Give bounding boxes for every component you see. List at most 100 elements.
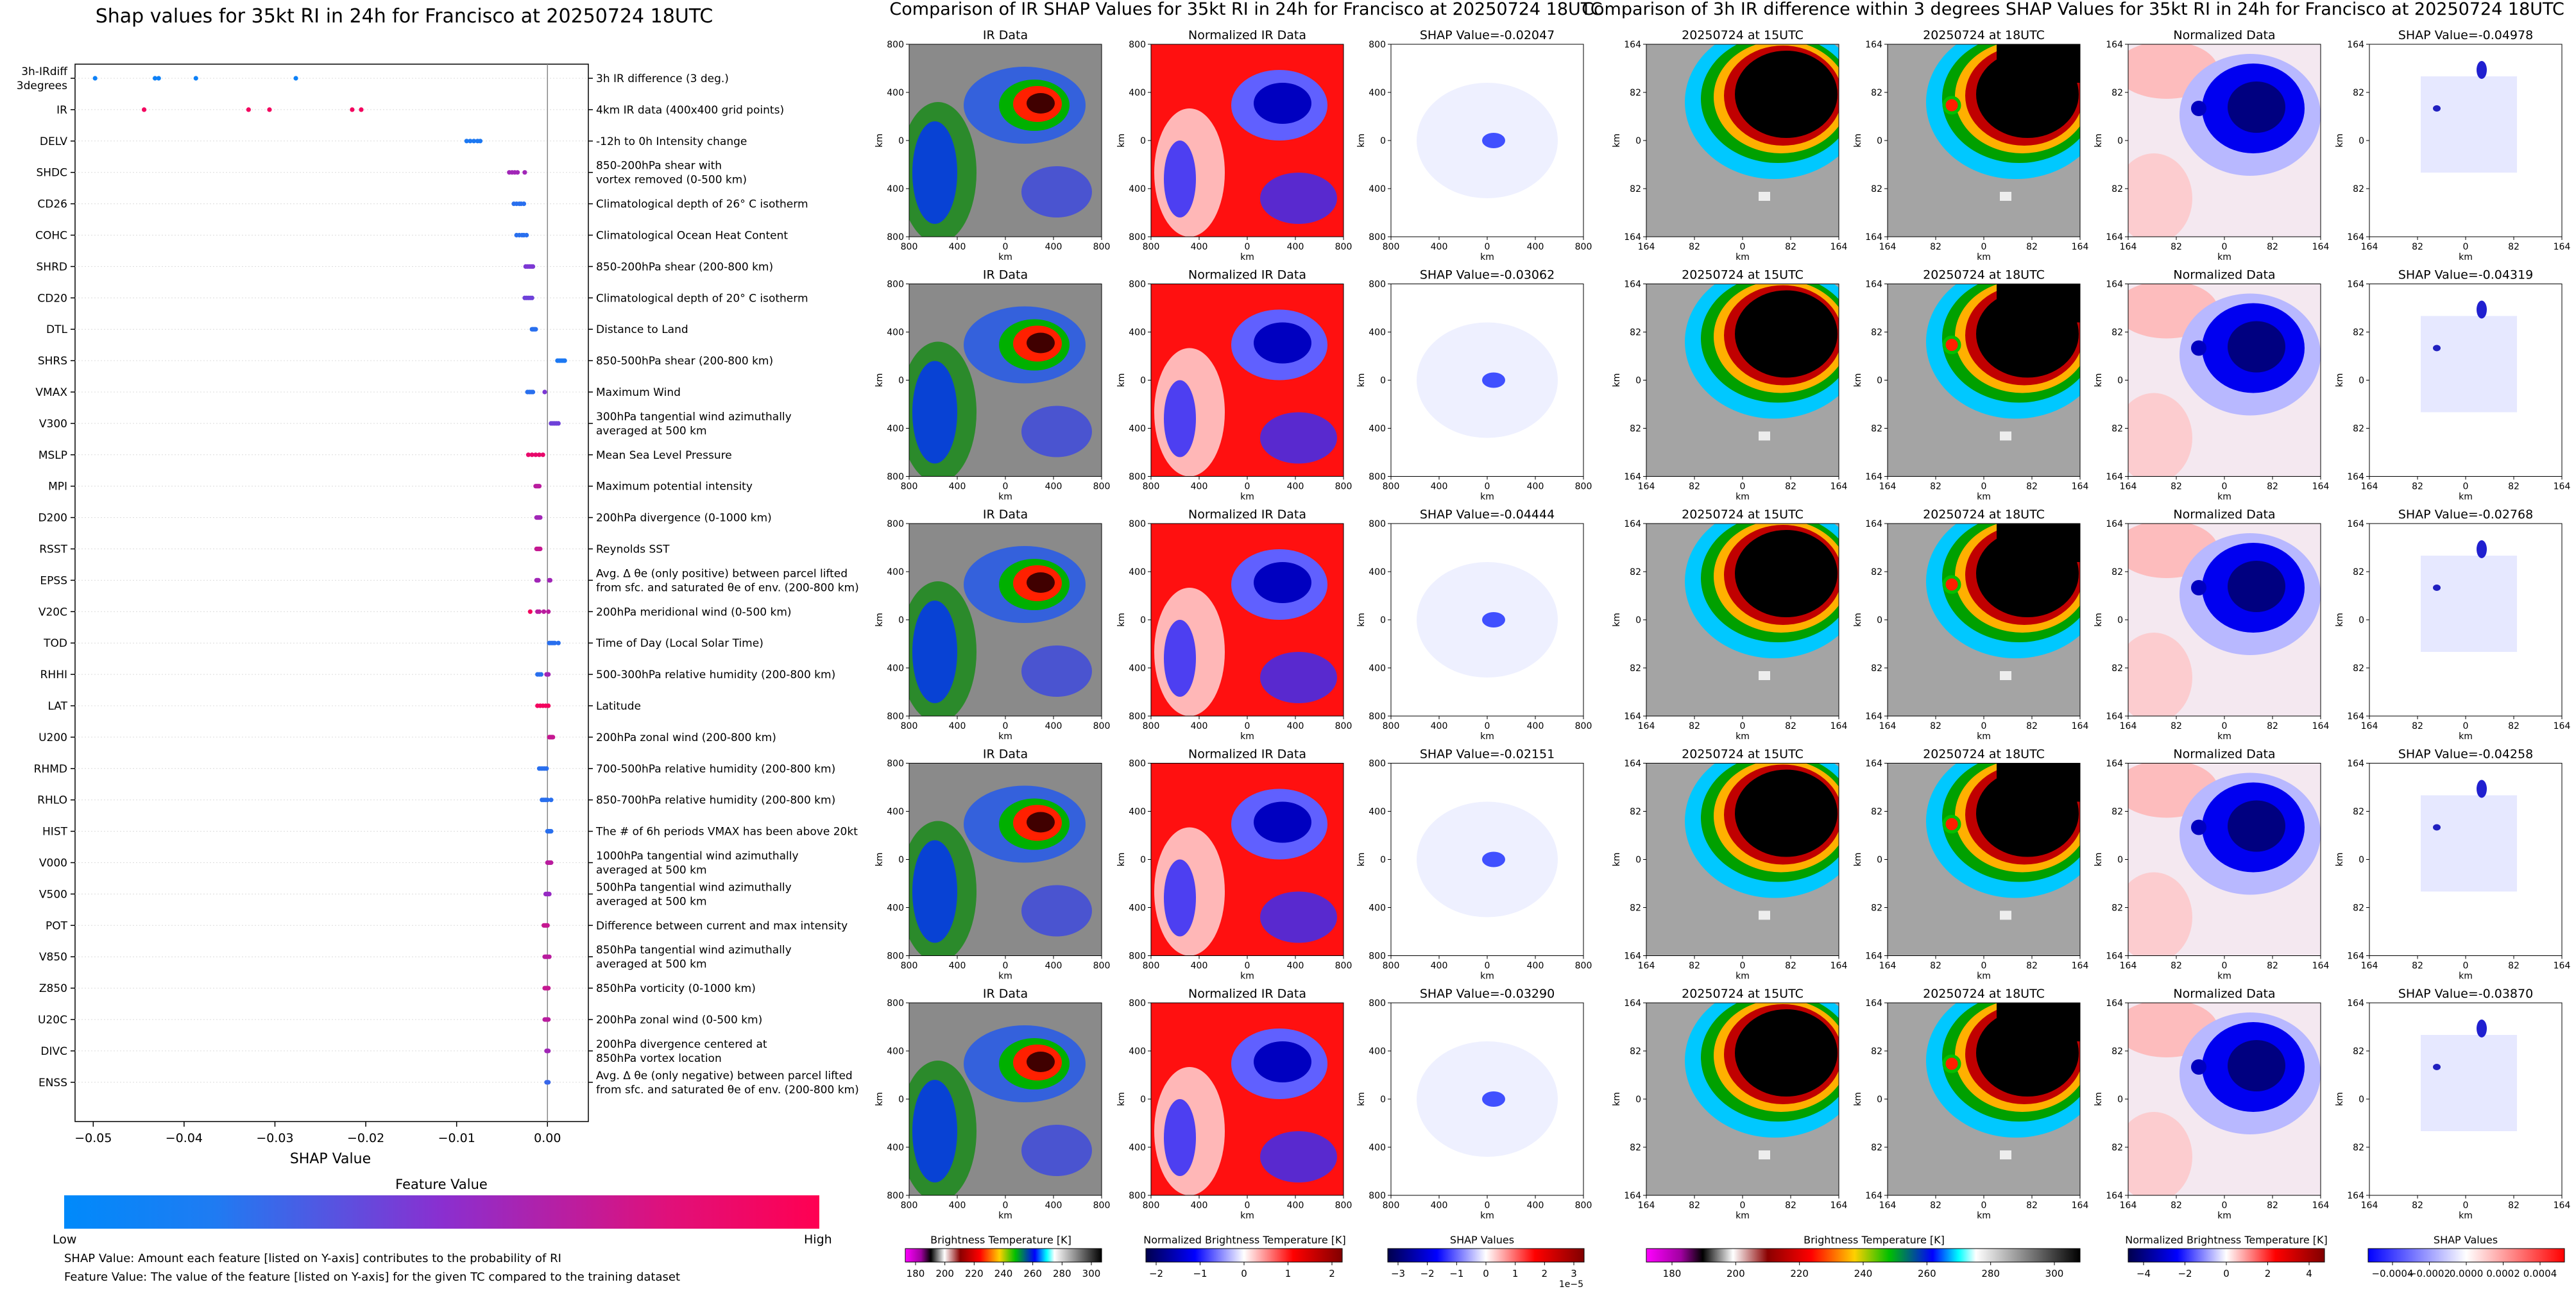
shap-box (2421, 316, 2517, 413)
bright-spot (1759, 192, 1770, 201)
right-xtick-label: 164 (2120, 1200, 2137, 1211)
right-ylabel: km (1853, 853, 1863, 867)
mid-ylabel: km (1356, 1092, 1367, 1106)
mid-xlabel: km (1240, 492, 1254, 502)
right-ylabel: km (2335, 853, 2345, 867)
mid-ylabel: km (874, 613, 885, 627)
mid-xlabel: km (1480, 1211, 1494, 1221)
shap-spot-2 (2433, 585, 2441, 591)
feature-description-line: 200hPa meridional wind (0-500 km) (596, 606, 792, 619)
shap-subplot-title: SHAP Value=-0.04444 (1420, 508, 1555, 522)
storm-core (1027, 1052, 1055, 1072)
feature-description-line: 200hPa divergence centered at (596, 1038, 767, 1051)
subplot-title: IR Data (983, 508, 1028, 522)
mid-xtick-label: 0 (1003, 482, 1009, 492)
right-ylabel: km (2094, 1092, 2104, 1106)
right-xtick-label: 82 (1930, 242, 1941, 252)
shap-diff-image (2369, 1003, 2562, 1195)
right-xlabel: km (1977, 731, 1991, 742)
subplot-title: Normalized IR Data (1188, 28, 1306, 42)
right-ytick-label: 164 (2347, 952, 2364, 962)
cbar-tick-label: 260 (1023, 1268, 1042, 1279)
mid-ytick-label: 800 (1129, 232, 1146, 243)
storm-core (1027, 332, 1055, 354)
cbar-tick-label: 220 (965, 1268, 984, 1279)
mid-xtick-label: 0 (1245, 482, 1250, 492)
feature-code: D200 (38, 512, 67, 525)
right-ytick-label: 0 (2117, 136, 2123, 146)
shap-subplot-title: SHAP Value=-0.03290 (1420, 987, 1555, 1001)
mid-ytick-label: 800 (1129, 519, 1146, 529)
right-xlabel: km (2217, 1211, 2231, 1221)
shap-point (472, 139, 477, 144)
shap-point (544, 766, 549, 771)
shap-point (549, 798, 554, 803)
feature-description-line: Maximum potential intensity (596, 481, 753, 493)
bright-spot (2000, 431, 2011, 441)
right-xtick-label: 82 (2267, 242, 2278, 252)
right-ytick-label: 164 (1624, 519, 1641, 529)
norm-red-patch-2 (2128, 393, 2192, 477)
shap-subplot-title: SHAP Value=-0.03870 (2398, 987, 2533, 1001)
feature-code-line: ENSS (38, 1077, 67, 1089)
feature-description-line: Climatological Ocean Heat Content (596, 230, 788, 243)
mid-xtick-label: 400 (1287, 961, 1304, 971)
cbar-shap-diff (2367, 1248, 2565, 1263)
right-ytick-label: 82 (2111, 328, 2123, 338)
right-xlabel: km (2217, 971, 2231, 982)
feature-description: Maximum potential intensity (596, 481, 753, 493)
mid-xtick-label: 800 (1143, 242, 1160, 252)
feature-description-line: 850-500hPa shear (200-800 km) (596, 355, 773, 368)
shap-subplot-title: SHAP Value=-0.04319 (2398, 268, 2533, 282)
feature-description-line: 200hPa divergence (0-1000 km) (596, 512, 772, 525)
feature-code-line: SHRD (37, 260, 67, 273)
mid-xtick-label: 400 (1191, 721, 1208, 731)
feature-description-line: from sfc. and saturated θe of env. (200-… (596, 1084, 859, 1097)
right-ytick-label: 164 (2347, 232, 2364, 243)
feature-description: -12h to 0h Intensity change (596, 135, 747, 148)
right-ytick-label: 164 (2347, 1191, 2364, 1201)
cbar-tick-label: 1 (1512, 1268, 1519, 1279)
feature-description: Time of Day (Local Solar Time) (595, 637, 763, 650)
feature-description-line: Climatological depth of 26° C isotherm (596, 198, 808, 211)
shap-center (1482, 372, 1505, 388)
shap-spot-2 (2433, 1064, 2441, 1070)
subplot-title: Normalized Data (2173, 268, 2275, 282)
ir-diff-image (1888, 44, 2080, 237)
mid-xtick-label: 400 (1045, 242, 1062, 252)
feature-description-line: 4km IR data (400x400 grid points) (596, 104, 784, 117)
feature-code-line: EPSS (40, 574, 67, 587)
mid-ytick-label: 0 (898, 136, 904, 146)
feature-code-line: DTL (46, 323, 67, 336)
right-ytick-label: 0 (1877, 1095, 1882, 1105)
right-ytick-label: 164 (1865, 759, 1882, 769)
feature-description-line: 300hPa tangential wind azimuthally (596, 411, 792, 423)
feature-description-line: Mean Sea Level Pressure (596, 449, 732, 462)
right-ytick-label: 164 (2347, 759, 2364, 769)
feature-description-line: from sfc. and saturated θe of env. (200-… (596, 581, 859, 594)
cloud-cluster (1021, 885, 1092, 937)
right-xtick-label: 164 (2554, 961, 2571, 971)
mid-ytick-label: 800 (887, 232, 904, 243)
mid-xtick-label: 400 (949, 721, 966, 731)
mid-ytick-label: 800 (887, 280, 904, 290)
cbar-tick-label: −0.0004 (2371, 1268, 2413, 1279)
right-xtick-label: 164 (1638, 1200, 1655, 1211)
right-xtick-label: 82 (2412, 242, 2423, 252)
right-ytick-label: 82 (2353, 328, 2364, 338)
storm-core (1735, 51, 1838, 138)
mid-xtick-label: 800 (1575, 961, 1592, 971)
right-ytick-label: 164 (2106, 998, 2123, 1009)
mid-xtick-label: 400 (949, 482, 966, 492)
normalized-ir-image (1151, 763, 1343, 956)
storm-core-top (1997, 763, 2080, 802)
feature-description-line: 200hPa zonal wind (0-500 km) (596, 1014, 762, 1027)
right-xtick-label: 164 (2072, 242, 2089, 252)
feature-code: COHC (35, 230, 67, 243)
shap-spot-2 (2433, 824, 2441, 831)
cbar-tick-label: 200 (935, 1268, 954, 1279)
right-xlabel: km (2217, 731, 2231, 742)
small-cell (1942, 336, 1961, 354)
feature-description-line: averaged at 500 km (596, 864, 707, 877)
